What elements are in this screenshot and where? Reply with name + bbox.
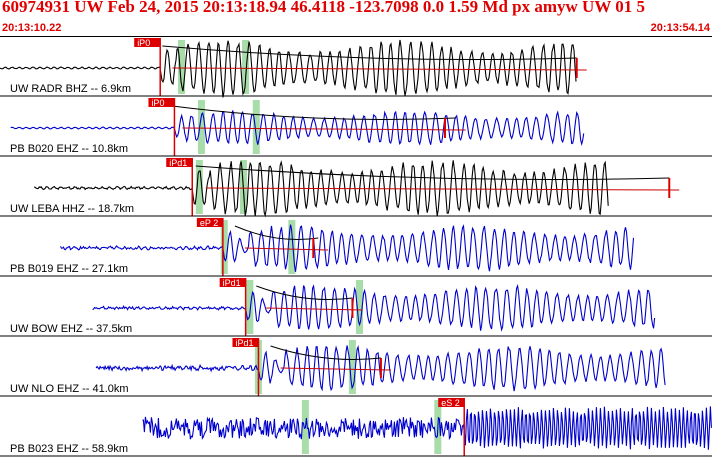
- station-label: UW BOW EHZ -- 37.5km: [10, 323, 132, 335]
- event-title: 60974931 UW Feb 24, 2015 20:13:18.94 46.…: [2, 0, 646, 16]
- analysis-window: [246, 280, 254, 334]
- coda-fit-line: [266, 307, 363, 311]
- waveform: [142, 406, 712, 450]
- coda-fit-line: [244, 247, 329, 251]
- phase-pick-label: iP0: [151, 98, 164, 108]
- time-end: 20:13:54.14: [650, 22, 710, 34]
- waveform: [33, 160, 609, 218]
- phase-pick-label: eP 2: [200, 218, 218, 228]
- phase-pick-flag[interactable]: [219, 278, 246, 287]
- coda-fit-curve: [172, 105, 456, 120]
- phase-pick-label: iPd1: [169, 158, 187, 168]
- trace-row[interactable]: iP0 UW RADR BHZ -- 6.9km: [0, 38, 712, 98]
- analysis-window: [348, 340, 356, 394]
- waveform: [0, 39, 577, 98]
- trace-row[interactable]: eP 2 PB B019 EHZ -- 27.1km: [0, 218, 712, 277]
- phase-pick-flag[interactable]: [134, 38, 161, 47]
- analysis-window: [220, 220, 228, 274]
- coda-fit-line: [280, 367, 391, 371]
- phase-pick-flag[interactable]: [148, 98, 175, 107]
- phase-pick-flag[interactable]: [196, 218, 223, 227]
- analysis-window: [178, 40, 185, 94]
- station-label: PB B020 EHZ -- 10.8km: [10, 143, 128, 155]
- coda-fit-curve: [162, 45, 577, 60]
- trace-row[interactable]: iPd1 UW NLO EHZ -- 41.0km: [0, 338, 712, 397]
- station-label: UW NLO EHZ -- 41.0km: [10, 383, 129, 395]
- phase-pick-label: iPd1: [235, 338, 253, 348]
- coda-fit-line: [172, 67, 587, 71]
- trace-row[interactable]: iPd1 UW LEBA HHZ -- 18.7km: [0, 158, 712, 218]
- phase-pick-flag[interactable]: [232, 338, 259, 347]
- trace-row[interactable]: eS 2 PB B023 EHZ -- 58.9km: [0, 398, 712, 457]
- phase-pick-flag[interactable]: [438, 398, 465, 407]
- station-label: UW LEBA HHZ -- 18.7km: [10, 203, 134, 215]
- event-header: 60974931 UW Feb 24, 2015 20:13:18.94 46.…: [0, 0, 712, 36]
- seismogram-panel[interactable]: iP0 UW RADR BHZ -- 6.9km iP0 PB B020 EHZ --…: [0, 36, 712, 458]
- waveform: [92, 283, 656, 332]
- coda-fit-curve: [270, 345, 381, 360]
- trace-row[interactable]: iPd1 UW BOW EHZ -- 37.5km: [0, 278, 712, 337]
- time-start: 20:13:10.22: [2, 22, 62, 34]
- analysis-window: [288, 220, 296, 274]
- phase-pick-flag[interactable]: [166, 158, 193, 167]
- coda-fit-line: [205, 187, 680, 191]
- analysis-window: [242, 40, 250, 94]
- trace-row[interactable]: iP0 PB B020 EHZ -- 10.8km: [0, 98, 712, 157]
- analysis-window: [195, 160, 203, 214]
- analysis-window: [197, 100, 205, 154]
- coda-fit-line: [182, 127, 466, 131]
- waveform: [60, 224, 635, 272]
- phase-pick-label: eS 2: [441, 398, 460, 408]
- station-label: PB B023 EHZ -- 58.9km: [10, 443, 128, 455]
- analysis-window: [356, 280, 363, 334]
- phase-pick-label: iPd1: [223, 278, 241, 288]
- coda-fit-curve: [195, 165, 670, 180]
- coda-fit-curve: [256, 285, 353, 300]
- coda-fit-curve: [234, 225, 319, 240]
- phase-pick-label: iP0: [137, 38, 150, 48]
- station-label: UW RADR BHZ -- 6.9km: [10, 83, 131, 95]
- waveform: [10, 110, 585, 147]
- station-label: PB B019 EHZ -- 27.1km: [10, 263, 128, 275]
- analysis-window: [252, 100, 260, 154]
